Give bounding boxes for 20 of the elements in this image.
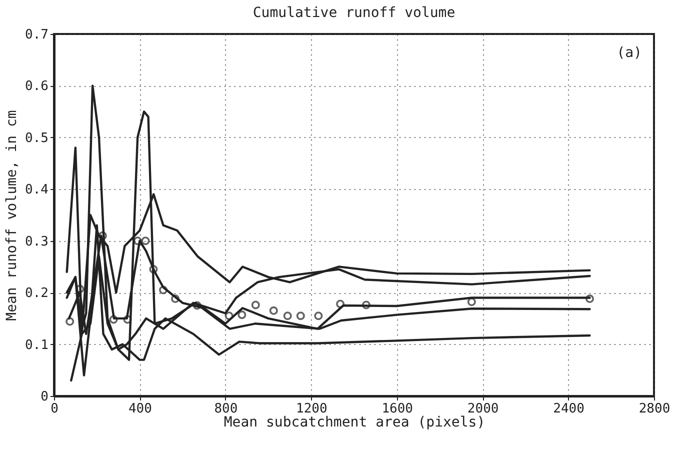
x-tick-label: 800 — [214, 402, 238, 416]
annotation: (a) — [616, 45, 642, 61]
y-tick-label: 0.3 — [25, 234, 48, 250]
x-tick-label: 0 — [50, 402, 58, 416]
x-tick-label: 1600 — [382, 402, 414, 416]
x-tick-label: 400 — [128, 402, 152, 416]
y-tick-label: 0.5 — [25, 130, 48, 146]
y-tick-label: 0.7 — [25, 28, 48, 42]
x-tick-label: 2400 — [553, 402, 584, 416]
y-axis-title: Mean runoff volume, in cm — [4, 110, 20, 321]
x-tick-label: 1200 — [296, 402, 328, 416]
y-tick-label: 0.6 — [25, 79, 48, 94]
y-tick-label: 0 — [40, 390, 48, 404]
chart-title: Cumulative runoff volume — [252, 5, 456, 21]
x-tick-label: 2000 — [467, 402, 499, 416]
x-tick-label: 2800 — [638, 402, 670, 416]
y-tick-label: 0.4 — [25, 182, 49, 198]
y-tick-label: 0.2 — [25, 286, 48, 302]
x-axis-title: Mean subcatchment area (pixels) — [224, 414, 486, 430]
y-tick-label: 0.1 — [25, 338, 48, 353]
